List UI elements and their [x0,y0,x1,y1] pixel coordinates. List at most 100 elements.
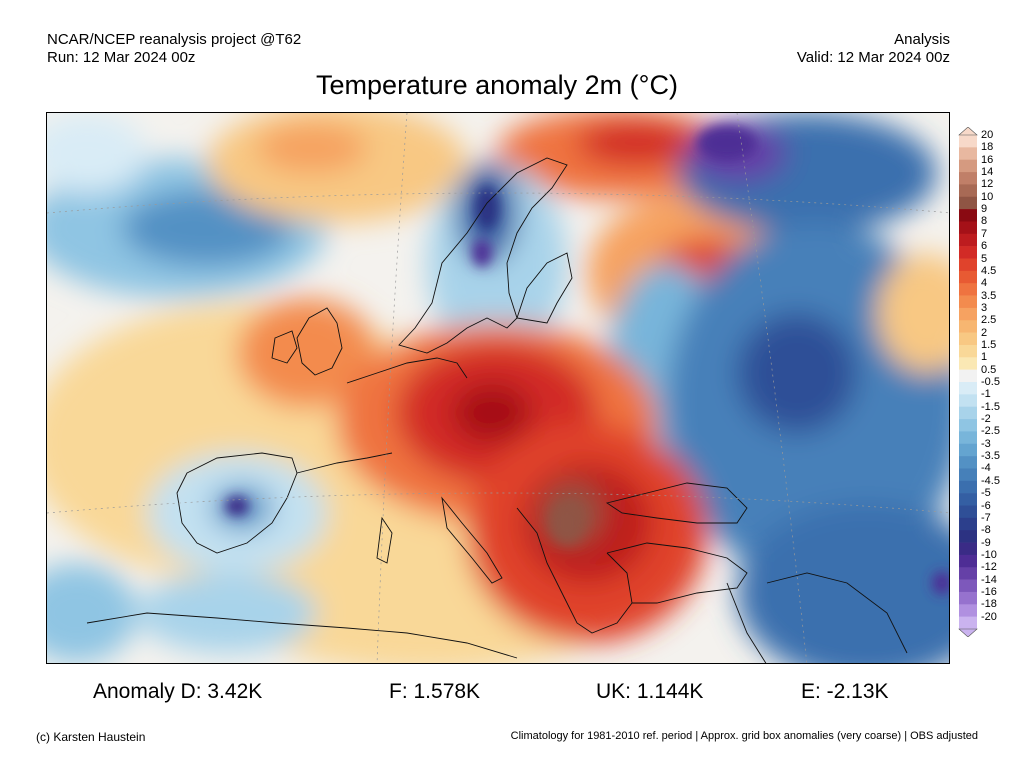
colorbar-swatch [959,159,977,173]
colorbar-label: -4.5 [981,474,1000,487]
source-label: NCAR/NCEP reanalysis project @T62 [47,31,302,48]
footnote: Climatology for 1981-2010 ref. period | … [510,730,978,742]
colorbar [958,127,978,637]
colorbar-swatch [959,419,977,432]
colorbar-swatch [959,233,977,247]
coastlines [86,157,908,663]
colorbar-label: 4 [981,277,988,290]
colorbar-swatch [959,604,977,617]
colorbar-swatch [959,579,977,593]
colorbar-swatch [959,530,977,543]
colorbar-swatch [959,209,977,222]
colorbar-label: 7 [981,227,988,240]
colorbar-swatch [959,344,977,358]
colorbar-label: -16 [981,585,997,598]
colorbar-swatch [959,283,977,296]
colorbar-swatch [959,258,977,272]
colorbar-swatch [959,517,977,531]
colorbar-label: -8 [981,524,991,537]
colorbar-label: -4 [981,462,991,475]
colorbar-swatch [959,591,977,605]
colorbar-label: -1 [981,388,991,401]
colorbar-swatches [959,135,977,630]
header-left: NCAR/NCEP reanalysis project @T62 Run: 1… [47,31,301,67]
colorbar-swatch [959,172,977,185]
colorbar-label: 2.5 [981,314,997,327]
colorbar-swatch [959,542,977,556]
colorbar-swatch [959,270,977,284]
colorbar-label: -3.5 [981,450,1000,463]
run-label: Run: 12 Mar 2024 00z [47,49,196,66]
colorbar-label: -0.5 [981,376,1000,388]
colorbar-label: 18 [981,141,994,154]
colorbar-label: 4.5 [981,264,997,277]
colorbar-label: 3 [981,301,988,314]
colorbar-swatch [959,332,977,346]
colorbar-label: 2 [981,326,988,339]
colorbar-label: 14 [981,166,994,179]
credit: (c) Karsten Haustein [36,730,146,744]
colorbar-swatch [959,295,977,309]
colorbar-label: 20 [981,129,994,141]
colorbar-label: 5 [981,252,988,265]
colorbar-label: -7 [981,511,991,524]
colorbar-label: -10 [981,548,997,561]
colorbar-label: -1.5 [981,400,1000,413]
colorbar-swatch [959,616,977,630]
colorbar-swatch [959,196,977,210]
colorbar-label: -12 [981,561,997,574]
colorbar-swatch [959,468,977,482]
colorbar-label: -3 [981,437,991,450]
colorbar-swatch [959,394,977,407]
colorbar-bottom-arrow [958,628,978,637]
valid-label: Valid: 12 Mar 2024 00z [796,49,950,66]
analysis-label: Analysis [894,31,950,48]
colorbar-swatch [959,246,977,259]
colorbar-swatch [959,382,977,395]
colorbar-label: 9 [981,203,988,216]
colorbar-swatch [959,357,977,370]
colorbar-label: -2.5 [981,425,1000,438]
colorbar-swatch [959,406,977,420]
colorbar-label: -20 [981,610,997,623]
uk-anomaly: UK: 1.144K [596,680,704,703]
colorbar-label: 12 [981,178,994,191]
graticule [47,113,949,663]
colorbar-swatch [959,135,977,148]
colorbar-swatch [959,221,977,235]
colorbar-label: -6 [981,499,991,512]
colorbar-swatch [959,369,977,383]
colorbar-top-arrow [958,127,978,136]
colorbar-label: 6 [981,240,988,253]
colorbar-swatch [959,443,977,457]
map-title: Temperature anomaly 2m (°C) [316,70,678,100]
colorbar-label: 8 [981,215,988,228]
colorbar-label: 0.5 [981,363,997,376]
colorbar-label: -2 [981,413,991,426]
germany-anomaly: Anomaly D: 3.42K [93,680,263,703]
colorbar-label: -9 [981,536,991,549]
colorbar-swatch [959,505,977,519]
colorbar-swatch [959,320,977,333]
colorbar-label: -18 [981,598,997,611]
colorbar-swatch [959,493,977,506]
colorbar-swatch [959,147,977,160]
colorbar-label: 1 [981,351,988,364]
anomaly-map [46,112,950,664]
colorbar-label: -14 [981,573,997,586]
colorbar-label: -5 [981,487,991,500]
colorbar-label: 1.5 [981,338,997,351]
colorbar-swatch [959,456,977,469]
colorbar-label: 10 [981,190,994,203]
header-right: Analysis Valid: 12 Mar 2024 00z [797,31,950,67]
france-anomaly: F: 1.578K [389,680,481,703]
colorbar-swatch [959,307,977,321]
colorbar-label: 3.5 [981,289,997,302]
colorbar-swatch [959,431,977,445]
colorbar-label: 16 [981,153,994,166]
spain-anomaly: E: -2.13K [801,680,889,703]
anomaly-map-svg [47,113,949,663]
colorbar-swatch [959,480,977,494]
colorbar-swatch [959,184,977,198]
colorbar-swatch [959,567,977,580]
